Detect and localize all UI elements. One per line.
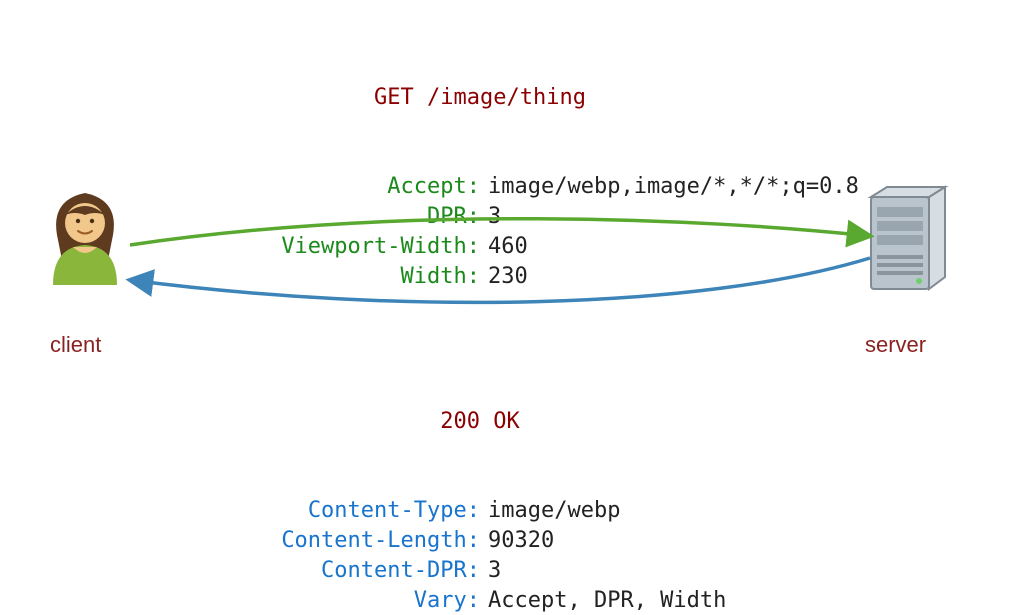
status-line-row: 200 OK <box>250 407 726 437</box>
response-header-key: Content-DPR: <box>250 556 488 586</box>
response-header-key: Content-Type: <box>250 496 488 526</box>
response-headers-block: 200 OK Content-Type:image/webpContent-Le… <box>250 348 726 615</box>
request-header-key: DPR: <box>250 202 488 232</box>
request-header-key: Width: <box>250 262 488 292</box>
request-header-value: 460 <box>488 232 528 262</box>
request-line: GET /image/thing <box>250 83 718 113</box>
response-header-key: Content-Length: <box>250 526 488 556</box>
request-header-row: Accept:image/webp,image/*,*/*;q=0.8 <box>250 172 859 202</box>
response-header-row: Vary:Accept, DPR, Width <box>250 586 726 615</box>
request-header-value: 3 <box>488 202 501 232</box>
status-line: 200 OK <box>250 407 718 437</box>
response-header-row: Content-Length:90320 <box>250 526 726 556</box>
request-header-value: image/webp,image/*,*/*;q=0.8 <box>488 172 859 202</box>
server-icon <box>871 187 945 289</box>
request-header-value: 230 <box>488 262 528 292</box>
request-header-row: Width:230 <box>250 262 859 292</box>
request-header-row: DPR:3 <box>250 202 859 232</box>
response-header-value: 90320 <box>488 526 554 556</box>
server-label: server <box>865 332 926 358</box>
http-client-hints-diagram: GET /image/thing Accept:image/webp,image… <box>0 0 1012 502</box>
response-header-row: Content-Type:image/webp <box>250 496 726 526</box>
request-line-row: GET /image/thing <box>250 83 859 113</box>
person-icon <box>53 193 117 285</box>
request-headers-block: GET /image/thing Accept:image/webp,image… <box>250 24 859 291</box>
response-header-row: Content-DPR:3 <box>250 556 726 586</box>
request-header-key: Viewport-Width: <box>250 232 488 262</box>
request-header-row: Viewport-Width:460 <box>250 232 859 262</box>
response-header-key: Vary: <box>250 586 488 615</box>
response-header-value: image/webp <box>488 496 620 526</box>
client-label: client <box>50 332 101 358</box>
response-header-value: Accept, DPR, Width <box>488 586 726 615</box>
response-header-value: 3 <box>488 556 501 586</box>
request-header-key: Accept: <box>250 172 488 202</box>
